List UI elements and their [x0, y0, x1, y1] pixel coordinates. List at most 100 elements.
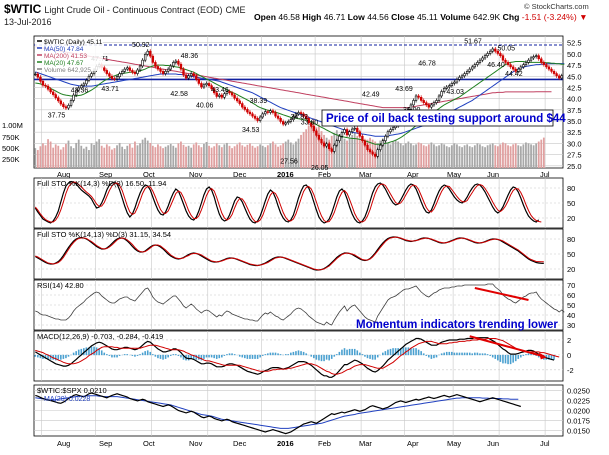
volume-bar [484, 147, 486, 168]
macd-hist-bar [106, 354, 108, 356]
y-tick-label: 30.0 [567, 139, 582, 148]
macd-hist-bar [279, 354, 282, 356]
macd-hist-bar [343, 348, 346, 356]
macd-hist-bar [295, 351, 297, 356]
volume-bar [351, 134, 354, 168]
macd-hist-bar [249, 354, 251, 359]
macd-hist-bar [228, 353, 231, 356]
macd-hist-bar [435, 354, 438, 358]
macd-hist-bar [458, 352, 461, 356]
macd-hist-bar [471, 353, 474, 356]
candle-body [356, 127, 359, 133]
volume-bar [231, 148, 233, 168]
candle-body [468, 68, 471, 72]
candle-body [409, 104, 413, 110]
macd-hist-bar [246, 354, 249, 359]
candle-body [85, 79, 88, 85]
volume-value: 642.9K [473, 12, 501, 22]
macd-hist-bar [497, 354, 499, 361]
candle-body [330, 148, 333, 152]
macd-hist-bar [422, 353, 425, 356]
macd-hist-bar [412, 348, 415, 356]
macd-hist-bar [553, 354, 555, 360]
volume-bar [157, 144, 159, 168]
exchange: CME [225, 5, 246, 15]
volume-bar [415, 144, 417, 168]
candle-body [225, 91, 229, 95]
macd-hist-bar [164, 354, 167, 359]
candle-body [266, 111, 270, 113]
candle-body [537, 55, 540, 60]
candle-body [146, 50, 149, 55]
price-label: 48.36 [181, 53, 199, 60]
macd-hist-bar [90, 346, 93, 356]
volume-bar [366, 139, 369, 168]
y-tick-label: 42.5 [567, 83, 582, 92]
candle-body [338, 135, 341, 142]
y-tick-label: 35.0 [567, 117, 582, 126]
volume-bar [394, 139, 397, 168]
macd-hist-bar [83, 348, 85, 356]
x-tick-label: Aug [57, 170, 70, 179]
volume-bar [509, 146, 512, 168]
volume-bar [95, 141, 98, 168]
candle-body [41, 80, 45, 86]
arrow-head-icon [538, 352, 547, 360]
low-value: 44.56 [367, 12, 389, 22]
candle-body [243, 106, 247, 110]
candle-body [333, 144, 336, 152]
candle-body [345, 129, 349, 136]
volume-bar [312, 118, 315, 168]
macd-hist-bar [126, 354, 129, 356]
macd-hist-bar [198, 354, 200, 360]
candle-body [276, 115, 280, 119]
macd-hist-bar [182, 354, 185, 360]
candle-body [46, 85, 50, 90]
ma50-line [35, 63, 565, 137]
candle-body [133, 71, 137, 74]
macd-hist-bar [192, 354, 195, 359]
candle-body [417, 95, 420, 98]
volume-bar [72, 148, 75, 168]
down-arrow-icon: ▼ [579, 12, 588, 22]
volume-bar [397, 141, 400, 168]
price-label: 37.75 [48, 113, 66, 120]
macd-hist-bar [131, 354, 134, 356]
volume-bar [80, 145, 83, 168]
candle-body [317, 135, 321, 140]
volume-bar [220, 147, 223, 168]
macd-hist-bar [134, 354, 136, 357]
macd-hist-bar [223, 354, 226, 356]
volume-bar [343, 138, 346, 168]
y-tick-label: 0.0250 [567, 387, 590, 396]
macd-hist-bar [154, 354, 157, 357]
volume-bar [287, 139, 290, 168]
volume-bar [389, 144, 392, 168]
panel-ma-legend: MA(20) 0.0228 [44, 396, 90, 403]
macd-hist-bar [172, 354, 175, 356]
macd-hist-bar [535, 354, 537, 356]
legend-entry: MA(200) 41.53 [44, 53, 87, 60]
volume-bar [98, 139, 101, 168]
candle-body [463, 73, 466, 77]
macd-hist-bar [141, 352, 144, 356]
volume-bar [468, 146, 471, 168]
candle-body [169, 65, 172, 70]
volume-bar [210, 147, 213, 168]
macd-hist-bar [213, 354, 215, 359]
macd-hist-bar [177, 354, 180, 356]
macd-hist-bar [474, 352, 476, 356]
macd-hist-bar [238, 354, 241, 357]
volume-bar [39, 146, 42, 168]
volume-bar [379, 140, 382, 168]
macd-hist-bar [108, 354, 111, 356]
macd-hist-bar [187, 354, 190, 361]
candle-body [343, 129, 346, 133]
sto14-panel: 20 50 80 Full STO %K(14,3) %D(3) 16.50, 11.… [33, 177, 575, 229]
volume-bar [269, 143, 272, 168]
volume-bar [310, 121, 313, 168]
macd-hist-bar [453, 352, 456, 356]
volume-bar [479, 144, 481, 168]
macd-hist-bar [162, 354, 164, 360]
